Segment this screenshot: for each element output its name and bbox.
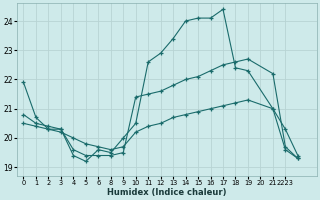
X-axis label: Humidex (Indice chaleur): Humidex (Indice chaleur)	[107, 188, 227, 197]
